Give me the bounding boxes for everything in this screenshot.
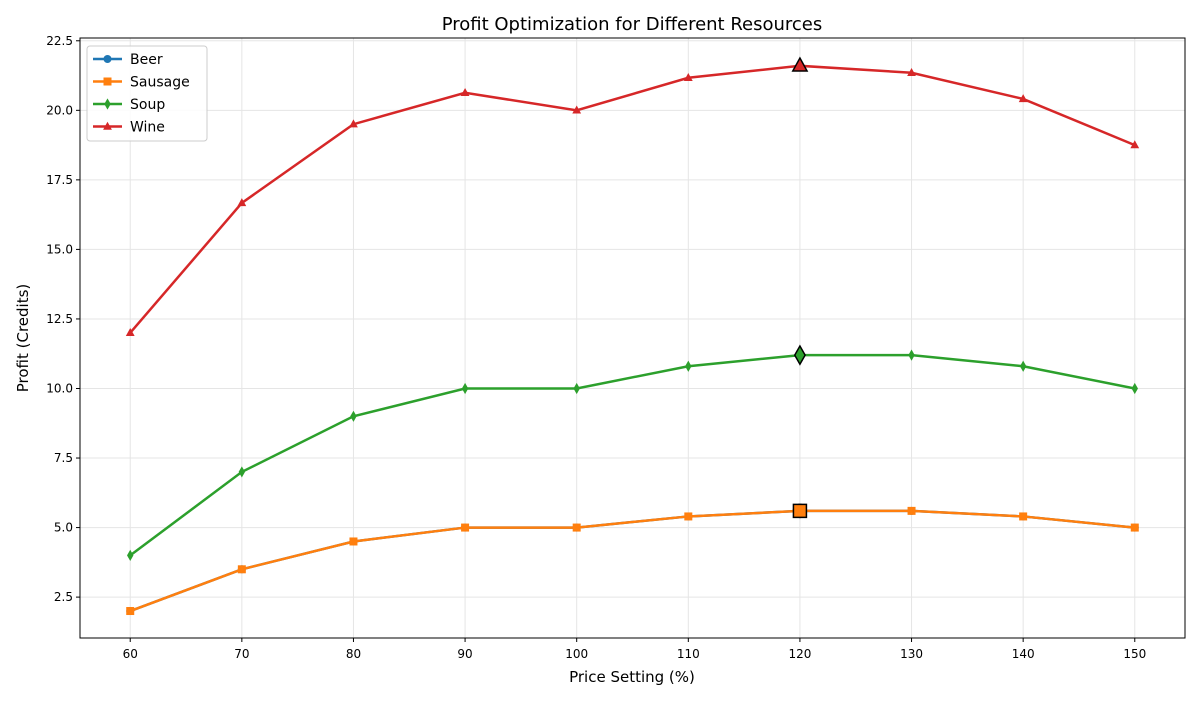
chart-title: Profit Optimization for Different Resour… [442,14,823,35]
x-tick-label: 110 [677,647,700,661]
x-tick-label: 130 [900,647,923,661]
legend: Beer Sausage Soup Wine [86,45,208,142]
sausage-optimum-marker [792,503,808,519]
soup-point [1131,382,1138,395]
sausage-line [129,509,1135,613]
legend-marker-icon [103,77,112,86]
legend-label: Soup [130,97,165,113]
legend-label: Beer [130,52,163,68]
soup-point [1019,360,1027,372]
legend-item-soup: Soup [93,97,165,113]
wine-line [129,64,1136,334]
y-tick-label: 10.0 [46,381,73,395]
sausage-point [1130,523,1139,532]
wine-point [683,72,693,81]
wine-point [1130,140,1140,149]
y-tick-label: 15.0 [46,242,73,256]
sausage-point [684,512,693,521]
x-tick-label: 60 [123,647,138,661]
legend-box [86,45,208,142]
legend-marker-icon [103,55,112,63]
wine-optimum-marker [791,56,809,72]
y-tick-label: 7.5 [54,451,73,465]
sausage-point [907,506,916,515]
wine-point [1018,94,1028,103]
legend-item-wine: Wine [93,120,165,136]
x-tick-label: 90 [457,647,472,661]
y-tick-label: 2.5 [54,590,73,604]
wine-point [237,198,247,207]
sausage-point [237,565,246,574]
legend-item-sausage: Sausage [93,75,190,91]
soup-point [573,382,580,395]
x-tick-label: 80 [346,647,361,661]
y-axis-label: Profit (Credits) [14,284,32,393]
sausage-point [461,523,470,532]
plot-frame [79,37,1186,639]
x-tick-label: 120 [788,647,811,661]
x-tick-label: 100 [565,647,588,661]
x-tick-label: 70 [234,647,249,661]
legend-label: Wine [130,120,165,136]
soup-point [238,466,246,478]
soup-point [461,382,469,395]
soup-point [350,410,357,422]
legend-marker-icon [104,98,111,110]
y-tick-label: 5.0 [54,521,73,535]
legend-label: Sausage [130,75,190,91]
wine-point [907,67,916,76]
legend-marker-icon [103,121,112,130]
sausage-point [572,523,581,532]
wine-point [572,105,582,114]
wine-point [125,328,135,337]
wine-point [349,119,358,128]
y-tick-label: 17.5 [46,173,73,187]
y-tick-label: 22.5 [46,34,73,48]
x-tick-label: 150 [1123,647,1146,661]
wine-point [460,87,470,96]
soup-optimum-marker [793,344,806,366]
sausage-point [1019,512,1028,521]
beer-line [129,509,1135,613]
x-axis-label: Price Setting (%) [569,668,695,686]
y-tick-label: 20.0 [46,103,73,117]
sausage-point [126,607,135,616]
legend-item-beer: Beer [93,52,163,68]
soup-point [685,360,692,372]
x-tick-label: 140 [1012,647,1035,661]
series-soup [127,344,1138,561]
series-wine [125,56,1140,337]
sausage-point [349,537,358,546]
series-sausage [126,503,1139,616]
soup-point [908,349,915,361]
y-tick-label: 12.5 [46,312,73,326]
soup-point [127,549,134,561]
soup-line [129,353,1136,557]
